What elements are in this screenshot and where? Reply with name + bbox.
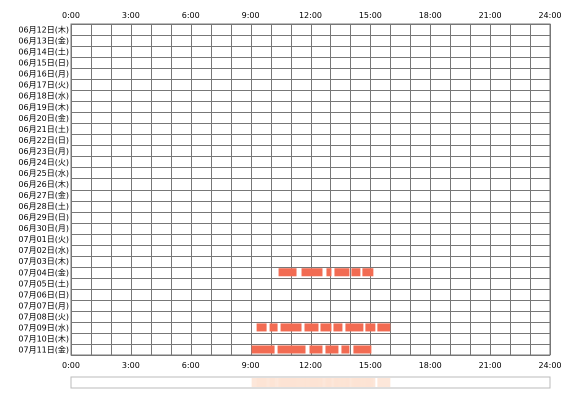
top-axis: 0:00 3:00 6:00 9:00 12:00 15:00 18:00 21:00 24:0… bbox=[62, 11, 562, 20]
row-label: 06月21日(土) bbox=[18, 124, 69, 134]
row-label: 06月17日(火) bbox=[18, 81, 69, 90]
row-label: 06月28日(土) bbox=[18, 201, 69, 211]
x-tick-label-top: 3:00 bbox=[122, 11, 140, 20]
summary-band bbox=[309, 378, 323, 387]
x-tick-label-top: 0:00 bbox=[62, 11, 80, 20]
activity-bar bbox=[362, 268, 374, 277]
activity-bar bbox=[334, 268, 350, 277]
activity-bar bbox=[256, 323, 267, 332]
x-tick-label-bottom: 3:00 bbox=[122, 361, 140, 370]
row-label: 07月10日(木) bbox=[18, 333, 69, 343]
activity-bar bbox=[377, 323, 391, 332]
x-tick-label-bottom: 9:00 bbox=[242, 361, 260, 370]
row-label: 06月24日(火) bbox=[18, 158, 69, 167]
x-tick-label-top: 6:00 bbox=[182, 11, 200, 20]
x-tick-label-top: 12:00 bbox=[299, 11, 322, 20]
row-label: 06月26日(木) bbox=[18, 179, 69, 189]
activity-bars bbox=[251, 268, 391, 354]
row-label: 07月03日(木) bbox=[18, 256, 69, 266]
activity-bar bbox=[345, 323, 364, 332]
row-label: 07月02日(水) bbox=[18, 245, 69, 255]
row-label: 06月29日(日) bbox=[18, 213, 69, 222]
row-label: 07月07日(月) bbox=[18, 301, 69, 310]
row-label: 06月18日(水) bbox=[18, 91, 69, 101]
row-label: 06月23日(月) bbox=[18, 147, 69, 156]
row-label: 07月08日(火) bbox=[18, 312, 69, 321]
x-tick-label-top: 9:00 bbox=[242, 11, 260, 20]
plot-area bbox=[70, 23, 551, 356]
activity-bar bbox=[269, 323, 278, 332]
row-label: 07月04日(金) bbox=[18, 267, 69, 277]
summary-band bbox=[341, 378, 350, 387]
summary-band bbox=[377, 378, 391, 387]
row-label: 06月15日(日) bbox=[18, 59, 69, 68]
activity-bar bbox=[365, 323, 376, 332]
activity-bar bbox=[304, 323, 319, 332]
activity-bar bbox=[280, 323, 302, 332]
row-label: 07月11日(金) bbox=[18, 345, 69, 355]
row-label: 07月09日(水) bbox=[18, 322, 69, 332]
activity-bar bbox=[301, 268, 323, 277]
activity-bar bbox=[277, 345, 306, 354]
x-tick-label-top: 24:00 bbox=[538, 11, 561, 20]
row-label: 06月13日(金) bbox=[18, 36, 69, 46]
x-tick-label-top: 18:00 bbox=[419, 11, 442, 20]
activity-bar bbox=[333, 323, 343, 332]
row-label: 07月01日(火) bbox=[18, 235, 69, 244]
x-tick-label-bottom: 21:00 bbox=[479, 361, 502, 370]
row-label: 06月27日(金) bbox=[18, 190, 69, 200]
activity-bar bbox=[278, 268, 297, 277]
activity-bar bbox=[341, 345, 350, 354]
bottom-axis: 0:00 3:00 6:00 9:00 12:00 15:00 18:00 21:00 24:0… bbox=[62, 361, 562, 370]
row-label: 06月20日(金) bbox=[18, 113, 69, 123]
row-label: 07月06日(日) bbox=[18, 290, 69, 299]
activity-bar bbox=[325, 345, 339, 354]
row-label: 06月19日(木) bbox=[18, 102, 69, 112]
activity-bar bbox=[353, 345, 372, 354]
summary-band bbox=[353, 378, 372, 387]
summary-band bbox=[277, 378, 306, 387]
activity-bar bbox=[309, 345, 323, 354]
x-tick-label-bottom: 24:00 bbox=[538, 361, 561, 370]
x-tick-label-top: 21:00 bbox=[479, 11, 502, 20]
row-label: 06月12日(木) bbox=[18, 25, 69, 35]
row-label: 06月14日(土) bbox=[18, 47, 69, 57]
plot-frame bbox=[70, 23, 551, 356]
summary-band bbox=[251, 378, 275, 387]
x-tick-label-bottom: 18:00 bbox=[419, 361, 442, 370]
x-tick-label-bottom: 6:00 bbox=[182, 361, 200, 370]
activity-bar bbox=[251, 345, 275, 354]
row-label: 06月25日(水) bbox=[18, 168, 69, 178]
activity-bar bbox=[320, 323, 332, 332]
activity-bar bbox=[326, 268, 332, 277]
row-label: 06月30日(月) bbox=[18, 224, 69, 233]
x-tick-label-bottom: 0:00 bbox=[62, 361, 80, 370]
row-label: 06月16日(月) bbox=[18, 70, 69, 79]
activity-bar bbox=[351, 268, 361, 277]
row-labels: 06月12日(木)06月13日(金)06月14日(土) 06月15日(日) 06月1… bbox=[18, 25, 69, 355]
x-tick-label-bottom: 15:00 bbox=[359, 361, 382, 370]
summary-strip bbox=[70, 376, 551, 389]
row-label: 07月05日(土) bbox=[18, 278, 69, 288]
row-label: 06月22日(日) bbox=[18, 136, 69, 145]
x-tick-label-bottom: 12:00 bbox=[299, 361, 322, 370]
x-tick-label-top: 15:00 bbox=[359, 11, 382, 20]
summary-band bbox=[325, 378, 339, 387]
